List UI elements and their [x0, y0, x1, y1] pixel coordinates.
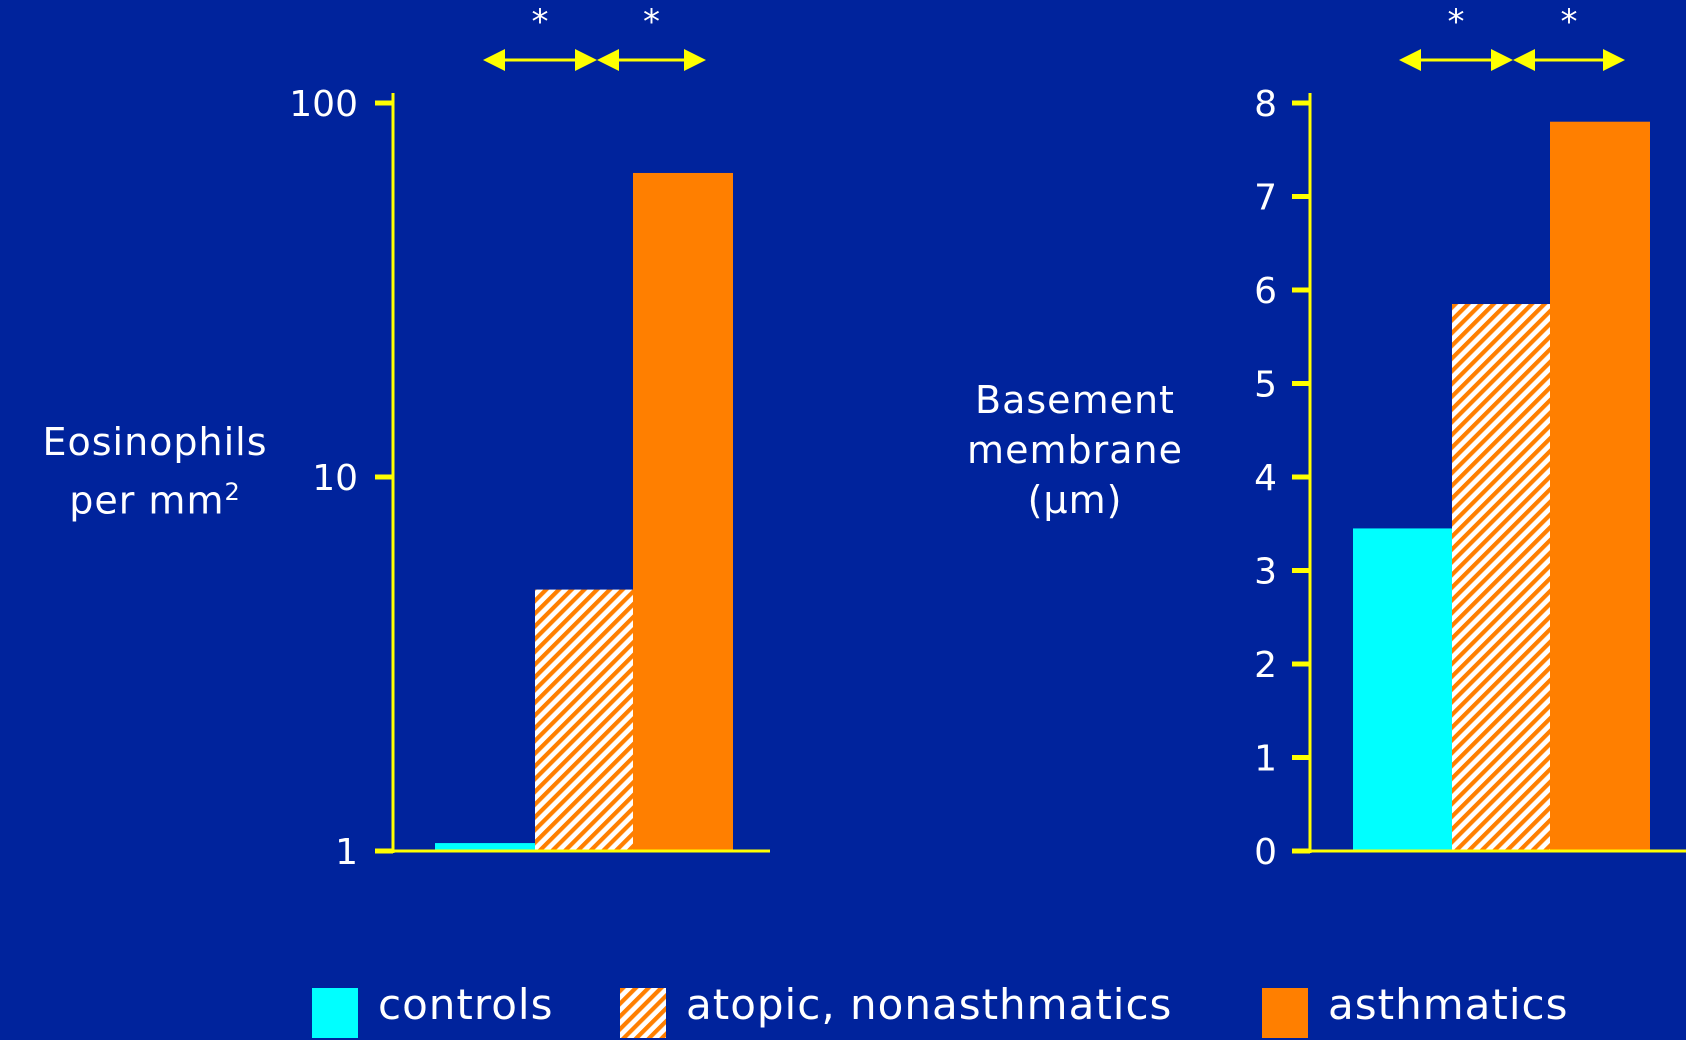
left-y-tick-label: 100 — [289, 84, 358, 125]
right-bar-atopic-nonasthmatics — [1452, 304, 1552, 851]
right-bar-asthmatics — [1550, 121, 1650, 851]
right-bar-controls — [1353, 528, 1453, 851]
right-y-tick-label: 7 — [1254, 178, 1277, 219]
left-bar-asthmatics — [633, 172, 733, 851]
right-y-axis-title-line2: membrane — [967, 428, 1183, 472]
left-significance-star: * — [532, 2, 549, 42]
legend-label-controls: controls — [378, 980, 554, 1029]
left-significance-star: * — [643, 2, 660, 42]
right-y-tick-label: 1 — [1254, 739, 1277, 780]
legend-swatch-controls — [312, 988, 358, 1038]
legend-swatch-asthmatics — [1262, 988, 1308, 1038]
right-y-axis-title-line3: (µm) — [1027, 478, 1123, 522]
right-arrowhead-left — [1513, 49, 1535, 71]
left-y-tick-label: 10 — [312, 458, 358, 499]
right-arrowhead-right — [1603, 49, 1625, 71]
right-significance-star: * — [1448, 2, 1465, 42]
left-y-tick-label: 1 — [335, 832, 358, 873]
right-y-tick-label: 2 — [1254, 645, 1277, 686]
left-y-axis-title-unit: per mm — [69, 478, 225, 523]
right-y-tick-label: 3 — [1254, 552, 1277, 593]
left-arrowhead-right — [575, 49, 597, 71]
left-bar-atopic-nonasthmatics — [535, 589, 635, 851]
left-y-axis-title-line1: Eosinophils — [42, 420, 268, 464]
legend: controls atopic, nonasthmatics asthmatic… — [0, 980, 1686, 1038]
right-y-tick-label: 8 — [1254, 84, 1277, 125]
left-y-axis-title-line2: per mm2 — [10, 467, 300, 526]
right-y-tick-label: 6 — [1254, 271, 1277, 312]
legend-swatch-atopic-nonasthmatics — [620, 988, 666, 1038]
right-arrowhead-right — [1491, 49, 1513, 71]
left-y-axis-title: Eosinophils per mm2 — [10, 417, 300, 526]
right-y-tick-label: 0 — [1254, 832, 1277, 873]
left-arrowhead-left — [483, 49, 505, 71]
left-arrowhead-left — [597, 49, 619, 71]
legend-label-atopic-nonasthmatics: atopic, nonasthmatics — [686, 980, 1173, 1029]
right-y-axis-title-line1: Basement — [975, 378, 1175, 422]
legend-label-asthmatics: asthmatics — [1328, 980, 1569, 1029]
right-significance-star: * — [1561, 2, 1578, 42]
left-arrowhead-right — [684, 49, 706, 71]
left-y-axis-title-superscript: 2 — [224, 478, 241, 506]
left-bar-controls — [435, 843, 535, 851]
right-y-axis-title: Basement membrane (µm) — [935, 375, 1215, 525]
right-y-tick-label: 5 — [1254, 365, 1277, 406]
right-y-tick-label: 4 — [1254, 458, 1277, 499]
right-arrowhead-left — [1399, 49, 1421, 71]
